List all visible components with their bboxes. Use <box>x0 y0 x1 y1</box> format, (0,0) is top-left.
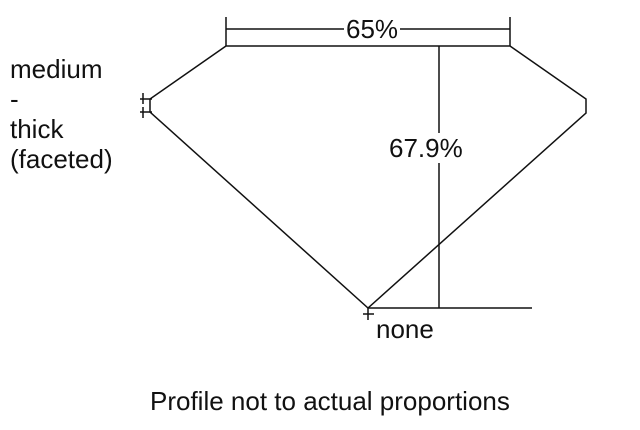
girdle-label-4: (faceted) <box>10 144 113 174</box>
depth-percent-label: 67.9% <box>389 133 463 163</box>
caption: Profile not to actual proportions <box>150 386 510 416</box>
girdle-label-2: - <box>10 84 19 114</box>
table-percent-label: 65% <box>344 14 401 44</box>
girdle-label-3: thick <box>10 114 64 144</box>
gem-outline <box>149 45 587 310</box>
culet-label: none <box>376 314 434 344</box>
girdle-label-1: medium <box>10 54 103 84</box>
